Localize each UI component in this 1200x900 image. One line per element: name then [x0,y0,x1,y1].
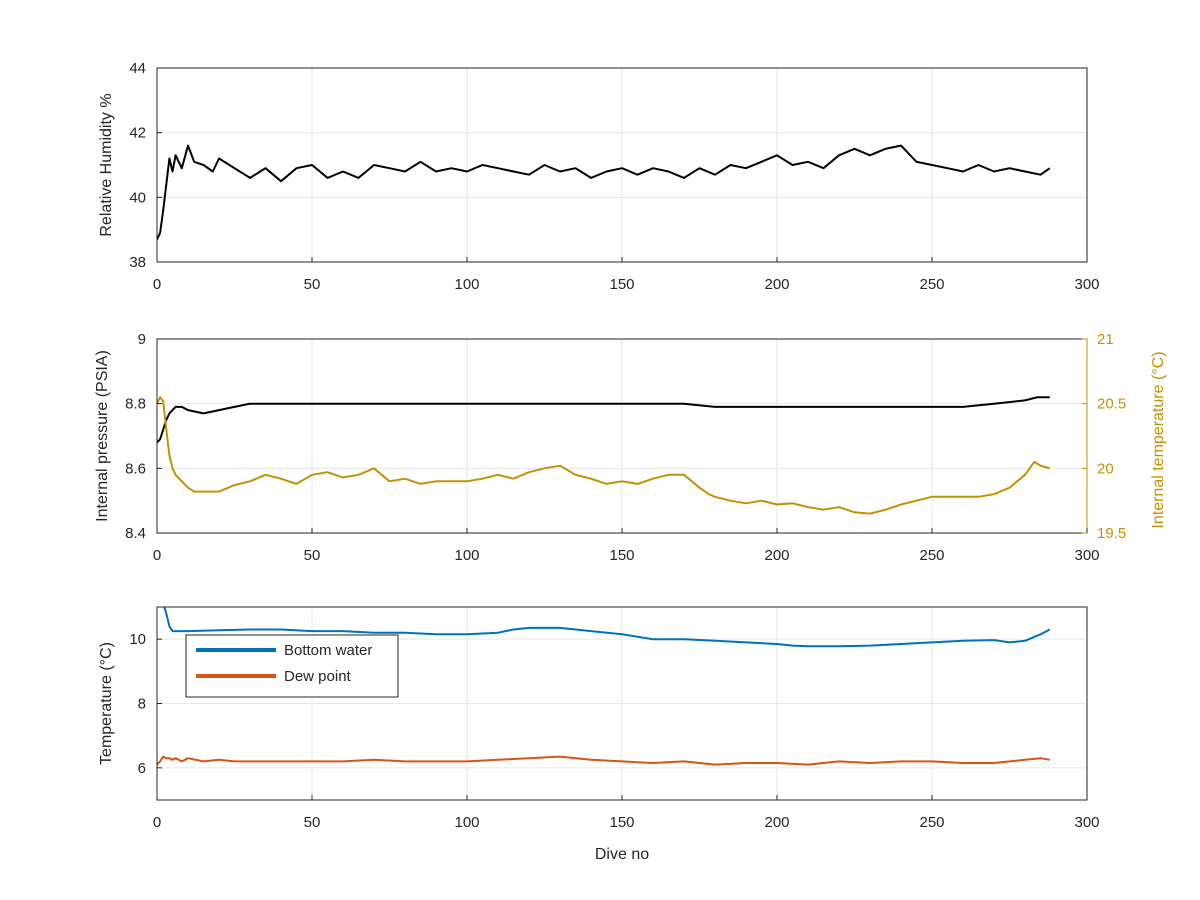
x-tick-label: 250 [919,547,944,564]
y-tick-label: 6 [138,760,146,777]
series-line-2-1 [157,396,1050,444]
y-tick-label: 40 [129,189,146,206]
subplot-1: 0 50 100 150 200 250 300 38 40 42 44 Relative Humid… [98,60,1100,293]
legend-box [185,634,399,698]
y-tick-label: 10 [129,631,146,648]
y-axis-label: Temperature (°C) [98,642,115,765]
x-tick-label: 50 [304,814,321,831]
x-tick-label: 300 [1074,814,1099,831]
y-axis-label: Relative Humidity % [98,93,115,236]
x-tick-label: 300 [1074,547,1099,564]
series-line-1-1 [157,144,1051,240]
subplot-2: 0 50 100 150 200 250 300 8.4 8.6 8.8 9 19.5 20 20.5 21… [94,331,1167,564]
x-tick-label: 100 [454,814,479,831]
y-right-tick-label: 21 [1097,331,1114,348]
series-line-bottom-water [163,607,1051,648]
x-tick-label: 150 [609,276,634,293]
x-tick-label: 150 [609,547,634,564]
series-line-2-2 [157,396,1051,515]
y-tick-label: 8 [138,696,146,713]
x-tick-label: 0 [153,547,161,564]
legend: Bottom water Dew point [185,634,399,698]
x-tick-label: 250 [919,276,944,293]
y-tick-label: 8.8 [125,396,146,413]
y-tick-label: 8.6 [125,460,146,477]
x-tick-label: 50 [304,547,321,564]
y-right-tick-label: 20.5 [1097,396,1126,413]
subplot-3: 0 50 100 150 200 250 300 6 8 10 Temperature (°C) Di… [98,606,1100,863]
x-tick-label: 50 [304,276,321,293]
x-tick-label: 300 [1074,276,1099,293]
x-tick-label: 200 [764,547,789,564]
y-axis-label: Internal pressure (PSIA) [94,350,111,522]
y-right-tick-label: 19.5 [1097,525,1126,542]
x-tick-label: 150 [609,814,634,831]
x-tick-label: 0 [153,814,161,831]
y-tick-label: 38 [129,254,146,271]
y-tick-label: 42 [129,125,146,142]
y-tick-label: 44 [129,60,146,77]
x-tick-label: 100 [454,547,479,564]
y-right-axis-label: Internal temperature (°C) [1150,351,1167,528]
legend-label: Bottom water [284,642,372,659]
y-right-tick-label: 20 [1097,460,1114,477]
x-tick-label: 250 [919,814,944,831]
x-tick-label: 0 [153,276,161,293]
x-tick-label: 100 [454,276,479,293]
y-tick-label: 9 [138,331,146,348]
x-tick-label: 200 [764,814,789,831]
x-axis-label: Dive no [595,846,649,863]
x-tick-label: 200 [764,276,789,293]
legend-label: Dew point [284,668,352,685]
series-line-dew-point [157,755,1050,766]
y-tick-label: 8.4 [125,525,146,542]
